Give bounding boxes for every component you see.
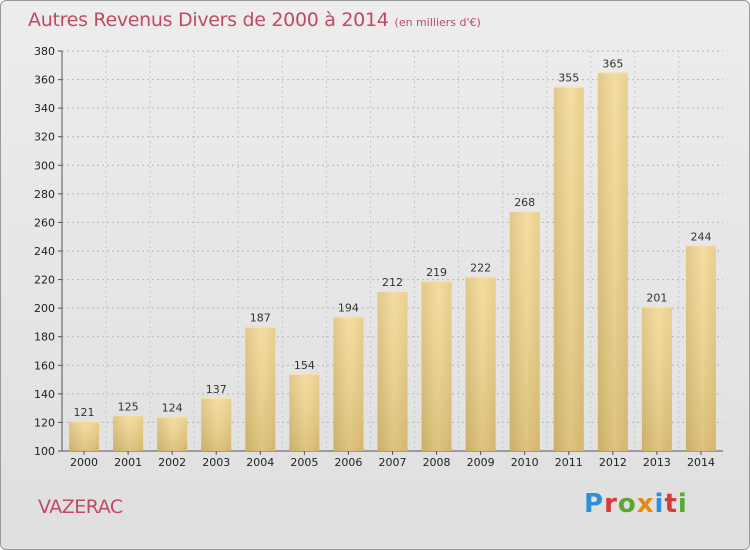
data-label: 121 (74, 406, 95, 419)
bar-shade (553, 86, 584, 451)
data-label: 125 (118, 400, 139, 413)
x-tick-label: 2010 (511, 456, 539, 469)
brand-letter: P (584, 489, 605, 519)
y-tick-label: 380 (34, 45, 55, 58)
y-tick-label: 160 (34, 359, 55, 372)
bar (465, 276, 496, 451)
y-tick-label: 180 (34, 331, 55, 344)
y-tick-label: 200 (34, 302, 55, 315)
data-label: 194 (338, 302, 359, 315)
x-tick-label: 2000 (70, 456, 98, 469)
x-tick-label: 2009 (467, 456, 495, 469)
x-tick-label: 2006 (334, 456, 362, 469)
data-label: 365 (602, 57, 623, 70)
bar-shade (421, 281, 452, 451)
y-tick-label: 120 (34, 416, 55, 429)
bar (377, 291, 408, 451)
bar-shade (201, 398, 232, 451)
y-tick-label: 360 (34, 74, 55, 87)
y-tick-label: 260 (34, 216, 55, 229)
y-tick-label: 300 (34, 159, 55, 172)
bar (509, 211, 540, 451)
data-label: 355 (558, 72, 579, 85)
data-label: 212 (382, 276, 403, 289)
bar-shade (377, 291, 408, 451)
x-tick-label: 2011 (555, 456, 583, 469)
location-label: VAZERAC (38, 496, 123, 518)
bar (421, 281, 452, 451)
bar (157, 416, 188, 451)
x-tick-label: 2008 (423, 456, 451, 469)
bar-shade (157, 416, 188, 451)
chart-title: Autres Revenus Divers de 2000 à 2014 (en … (28, 9, 481, 31)
x-tick-label: 2004 (246, 456, 274, 469)
chart-title-text: Autres Revenus Divers de 2000 à 2014 (28, 9, 389, 31)
y-tick-label: 280 (34, 188, 55, 201)
x-tick-label: 2002 (158, 456, 186, 469)
bar (333, 316, 364, 451)
bar (245, 326, 276, 451)
bar-shade (509, 211, 540, 451)
bar (553, 86, 584, 451)
bar (113, 415, 144, 451)
bar-shade (641, 306, 672, 451)
bar-shade (333, 316, 364, 451)
bar (641, 306, 672, 451)
data-label: 222 (470, 262, 491, 275)
y-tick-label: 240 (34, 245, 55, 258)
brand-letter: t (664, 489, 678, 519)
y-tick-label: 220 (34, 274, 55, 287)
brand-letter: r (604, 489, 618, 519)
data-label: 219 (426, 266, 447, 279)
bar-shade (245, 326, 276, 451)
bar-shade (289, 373, 320, 451)
x-tick-label: 2014 (687, 456, 715, 469)
axes: 100 120 140 160 180 200 220 240 260 280 300 320 340 3… (34, 45, 723, 469)
data-label: 187 (250, 312, 271, 325)
y-tick-label: 140 (34, 388, 55, 401)
y-tick-label: 320 (34, 131, 55, 144)
bar (201, 398, 232, 451)
bar-shade (685, 245, 716, 451)
data-label: 154 (294, 359, 315, 372)
brand-letter: o (617, 489, 637, 519)
data-label: 244 (690, 230, 711, 243)
y-tick-label: 100 (34, 445, 55, 458)
brand-letter: i (654, 489, 665, 519)
x-tick-label: 2001 (114, 456, 142, 469)
x-tick-label: 2013 (643, 456, 671, 469)
bar-shade (597, 72, 628, 451)
brand-letter: x (636, 489, 655, 519)
x-tick-label: 2012 (599, 456, 627, 469)
bars (69, 72, 716, 451)
x-tick-label: 2005 (290, 456, 318, 469)
data-label: 201 (646, 292, 667, 305)
bar-shade (113, 415, 144, 451)
x-tick-label: 2007 (379, 456, 407, 469)
bar-shade (465, 276, 496, 451)
brand-letter: i (677, 489, 688, 519)
chart-subtitle: (en milliers d'€) (394, 16, 481, 29)
data-label: 137 (206, 383, 227, 396)
bar-shade (69, 421, 100, 451)
y-tick-label: 340 (34, 102, 55, 115)
bar (289, 373, 320, 451)
bar (69, 421, 100, 451)
data-label: 268 (514, 196, 535, 209)
data-label: 124 (162, 402, 183, 415)
bar (597, 72, 628, 451)
brand-logo: Proxiti (584, 489, 688, 519)
bar (685, 245, 716, 451)
data-labels: 121 125 124 137 187 154 194 212 219 222 268 355 365 2… (74, 57, 712, 419)
x-tick-label: 2003 (202, 456, 230, 469)
